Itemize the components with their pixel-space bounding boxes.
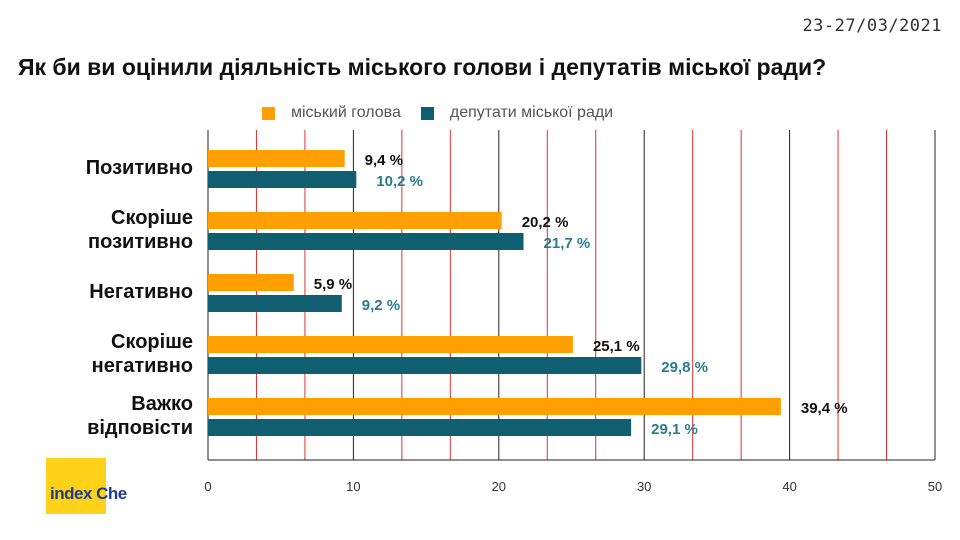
legend: міський голова депутати міської ради <box>262 103 633 123</box>
logo-background <box>46 458 106 514</box>
x-tick-label: 10 <box>346 479 360 494</box>
bar-council <box>208 419 632 436</box>
survey-date: 23-27/03/2021 <box>802 16 942 36</box>
legend-item-council: депутати міської ради <box>420 104 614 122</box>
bar-mayor <box>208 336 573 353</box>
data-label: 25,1 % <box>593 338 640 355</box>
chart-title: Як би ви оцінили діяльність міського гол… <box>18 54 827 80</box>
bar-council <box>208 295 342 312</box>
category-label: відповісти <box>87 417 193 439</box>
category-label: негативно <box>92 355 193 377</box>
category-label: позитивно <box>88 231 193 253</box>
bar-council <box>208 233 524 250</box>
category-label: Скоріше <box>111 207 193 229</box>
x-tick-label: 0 <box>204 479 211 494</box>
legend-item-mayor: міський голова <box>262 104 401 122</box>
category-label: Позитивно <box>86 157 193 179</box>
data-label: 9,4 % <box>365 152 403 169</box>
legend-swatch-council <box>420 106 434 120</box>
data-label: 5,9 % <box>314 276 352 293</box>
x-tick-label: 30 <box>637 479 651 494</box>
logo: index Che <box>50 484 127 504</box>
category-label: Скоріше <box>111 331 193 353</box>
legend-label-mayor: міський голова <box>291 104 401 121</box>
data-label: 29,1 % <box>651 421 698 438</box>
bar-mayor <box>208 212 502 229</box>
legend-swatch-mayor <box>262 106 275 120</box>
data-label: 39,4 % <box>801 400 848 417</box>
bar-mayor <box>208 150 345 167</box>
logo-word-che: Che <box>96 484 127 503</box>
category-label: Важко <box>131 393 193 415</box>
x-tick-label: 50 <box>928 479 942 494</box>
data-label: 9,2 % <box>362 297 400 314</box>
bar-mayor <box>208 274 294 291</box>
x-tick-label: 20 <box>492 479 506 494</box>
data-label: 29,8 % <box>661 359 708 376</box>
data-label: 20,2 % <box>522 214 569 231</box>
data-label: 21,7 % <box>544 235 591 252</box>
bar-council <box>208 171 357 188</box>
data-label: 10,2 % <box>376 173 423 190</box>
bar-mayor <box>208 398 781 415</box>
category-label: Негативно <box>89 281 193 303</box>
legend-label-council: депутати міської ради <box>449 104 614 121</box>
x-tick-label: 40 <box>782 479 796 494</box>
bar-council <box>208 357 642 374</box>
logo-word-index: index <box>50 484 92 503</box>
